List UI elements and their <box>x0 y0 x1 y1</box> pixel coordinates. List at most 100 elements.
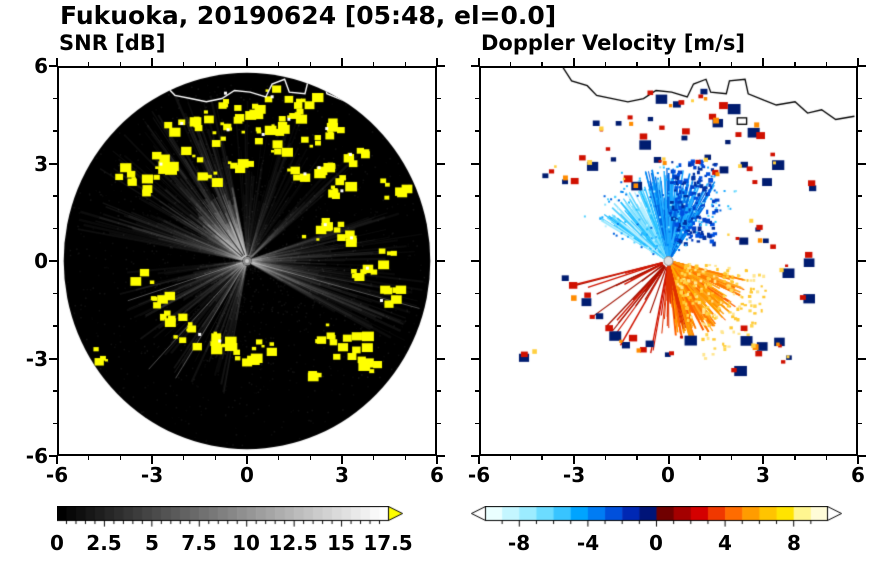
axis-tick <box>246 456 248 464</box>
axis-tick <box>858 455 866 457</box>
colorbar-tick-label: 8 <box>787 531 801 555</box>
axis-tick <box>509 456 512 460</box>
axis-tick <box>49 455 57 457</box>
axis-tick <box>699 456 701 460</box>
doppler-colorbar <box>471 506 842 527</box>
axis-tick <box>436 456 438 464</box>
axis-tick <box>437 97 441 100</box>
axis-tick <box>857 58 859 66</box>
y-tick-label: 6 <box>34 54 48 78</box>
axis-tick <box>541 456 543 460</box>
doppler-plot-frame <box>479 66 858 456</box>
axis-tick <box>246 58 248 66</box>
x-tick-label: 6 <box>851 463 865 487</box>
axis-tick <box>478 58 480 66</box>
axis-tick <box>151 58 153 66</box>
axis-tick <box>541 62 543 66</box>
axis-tick <box>858 97 862 100</box>
axis-tick <box>214 456 217 460</box>
axis-tick <box>471 162 479 165</box>
axis-tick <box>151 456 153 464</box>
x-tick-label: 0 <box>661 463 675 487</box>
colorbar-tick-label: 0 <box>50 531 64 555</box>
axis-tick <box>309 62 312 66</box>
axis-tick <box>182 456 185 460</box>
axis-tick <box>437 65 445 67</box>
panel-title-snr: SNR [dB] <box>59 31 166 55</box>
snr-colorbar <box>57 506 403 527</box>
axis-tick <box>53 195 57 197</box>
axis-tick <box>53 422 57 425</box>
axis-tick <box>794 456 796 460</box>
snr-plot-frame <box>57 66 437 456</box>
axis-tick <box>858 65 866 67</box>
x-tick-label: -3 <box>562 463 586 487</box>
axis-tick <box>53 97 57 100</box>
axis-tick <box>858 227 862 230</box>
axis-tick <box>636 62 638 66</box>
axis-tick <box>53 390 57 392</box>
axis-tick <box>509 62 512 66</box>
axis-tick <box>475 390 479 392</box>
axis-tick <box>119 62 122 66</box>
axis-tick <box>436 58 438 66</box>
axis-tick <box>53 227 57 230</box>
colorbar-tick-label: 4 <box>718 531 732 555</box>
colorbar-tick-label: 2.5 <box>86 531 122 555</box>
axis-tick <box>49 65 57 67</box>
axis-tick <box>56 58 58 66</box>
axis-tick <box>730 62 733 66</box>
axis-tick <box>471 65 479 67</box>
axis-tick <box>858 357 866 360</box>
axis-tick <box>182 62 185 66</box>
y-tick-label: 3 <box>34 152 48 176</box>
colorbar-tick-label: 12.5 <box>268 531 318 555</box>
axis-tick <box>604 456 607 460</box>
y-tick-label: -3 <box>25 347 48 371</box>
axis-tick <box>372 62 375 66</box>
axis-tick <box>858 292 862 295</box>
axis-tick <box>56 456 58 464</box>
axis-tick <box>437 390 441 392</box>
axis-tick <box>437 162 445 165</box>
axis-tick <box>636 456 638 460</box>
axis-tick <box>341 456 343 464</box>
axis-tick <box>475 195 479 197</box>
axis-tick <box>53 325 57 327</box>
axis-tick <box>475 422 479 425</box>
axis-tick <box>437 325 441 327</box>
axis-tick <box>49 162 57 165</box>
axis-tick <box>471 455 479 457</box>
x-tick-label: -3 <box>140 463 164 487</box>
colorbar-tick-label: 17.5 <box>363 531 413 555</box>
y-tick-label: -6 <box>25 444 48 468</box>
axis-tick <box>309 456 312 460</box>
x-tick-label: 3 <box>756 463 770 487</box>
colorbar-tick-label: -8 <box>507 531 531 555</box>
axis-tick <box>572 456 575 464</box>
axis-tick <box>762 456 765 464</box>
axis-tick <box>475 130 479 132</box>
axis-tick <box>277 456 280 460</box>
axis-tick <box>437 195 441 197</box>
axis-tick <box>667 58 670 66</box>
axis-tick <box>437 292 441 295</box>
axis-tick <box>475 292 479 295</box>
axis-tick <box>858 325 862 327</box>
colorbar-tick-label: -4 <box>576 531 600 555</box>
axis-tick <box>475 325 479 327</box>
axis-tick <box>825 456 828 460</box>
axis-tick <box>53 130 57 132</box>
axis-tick <box>858 130 862 132</box>
axis-tick <box>478 456 480 464</box>
y-tick-label: 0 <box>34 249 48 273</box>
axis-tick <box>858 390 862 392</box>
colorbar-tick-label: 7.5 <box>181 531 217 555</box>
axis-tick <box>604 62 607 66</box>
doppler-radar-canvas <box>481 68 856 454</box>
axis-tick <box>437 357 445 360</box>
axis-tick <box>475 227 479 230</box>
axis-tick <box>214 62 217 66</box>
axis-tick <box>404 62 407 66</box>
